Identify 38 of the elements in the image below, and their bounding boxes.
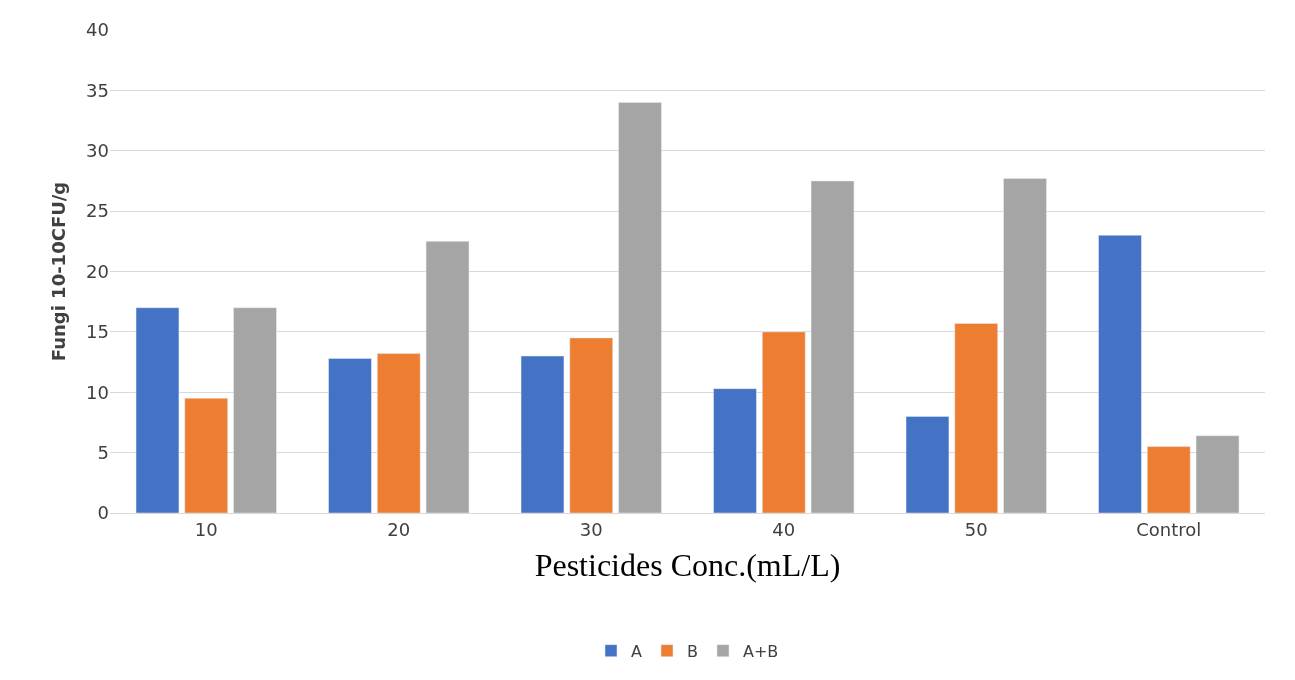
bar: [954, 323, 998, 513]
y-axis-title: Fungi 10-10CFU/g: [48, 181, 70, 362]
bar: [1098, 235, 1142, 513]
y-tick-label: 20: [86, 260, 109, 282]
bar: [618, 102, 662, 513]
bar: [135, 307, 180, 513]
y-tick-label: 30: [86, 140, 109, 162]
x-tick-label: 50: [964, 518, 988, 540]
bar: [184, 398, 228, 513]
bar: [762, 331, 806, 513]
y-tick-label: 35: [86, 79, 109, 101]
bar: [713, 388, 757, 513]
legend-label: A+B: [742, 641, 779, 661]
bar: [905, 416, 950, 513]
y-tick-label: 15: [86, 321, 109, 343]
bar: [520, 355, 565, 513]
legend-label: A: [631, 641, 642, 661]
x-tick-label: 20: [387, 518, 411, 540]
bar: [377, 353, 421, 513]
y-tick-label: 25: [86, 200, 109, 222]
bar: [1147, 446, 1191, 513]
y-tick-label: 5: [97, 441, 109, 463]
bar: [1195, 435, 1240, 513]
x-tick-label: 30: [579, 518, 603, 540]
x-tick-label: Control: [1136, 518, 1202, 540]
x-tick-label: 10: [194, 518, 218, 540]
y-tick-label: 0: [97, 502, 109, 524]
legend-label: B: [687, 641, 698, 661]
bar: [328, 358, 372, 513]
x-tick-label: 40: [772, 518, 796, 540]
bar: [425, 241, 470, 513]
y-tick-label: 40: [86, 19, 109, 41]
bar: [1003, 178, 1047, 513]
x-axis-title: Pesticides Conc.(mL/L): [534, 547, 841, 584]
bar: [810, 180, 855, 513]
bar: [233, 307, 277, 513]
y-tick-label: 10: [86, 381, 109, 403]
bar: [569, 337, 613, 513]
